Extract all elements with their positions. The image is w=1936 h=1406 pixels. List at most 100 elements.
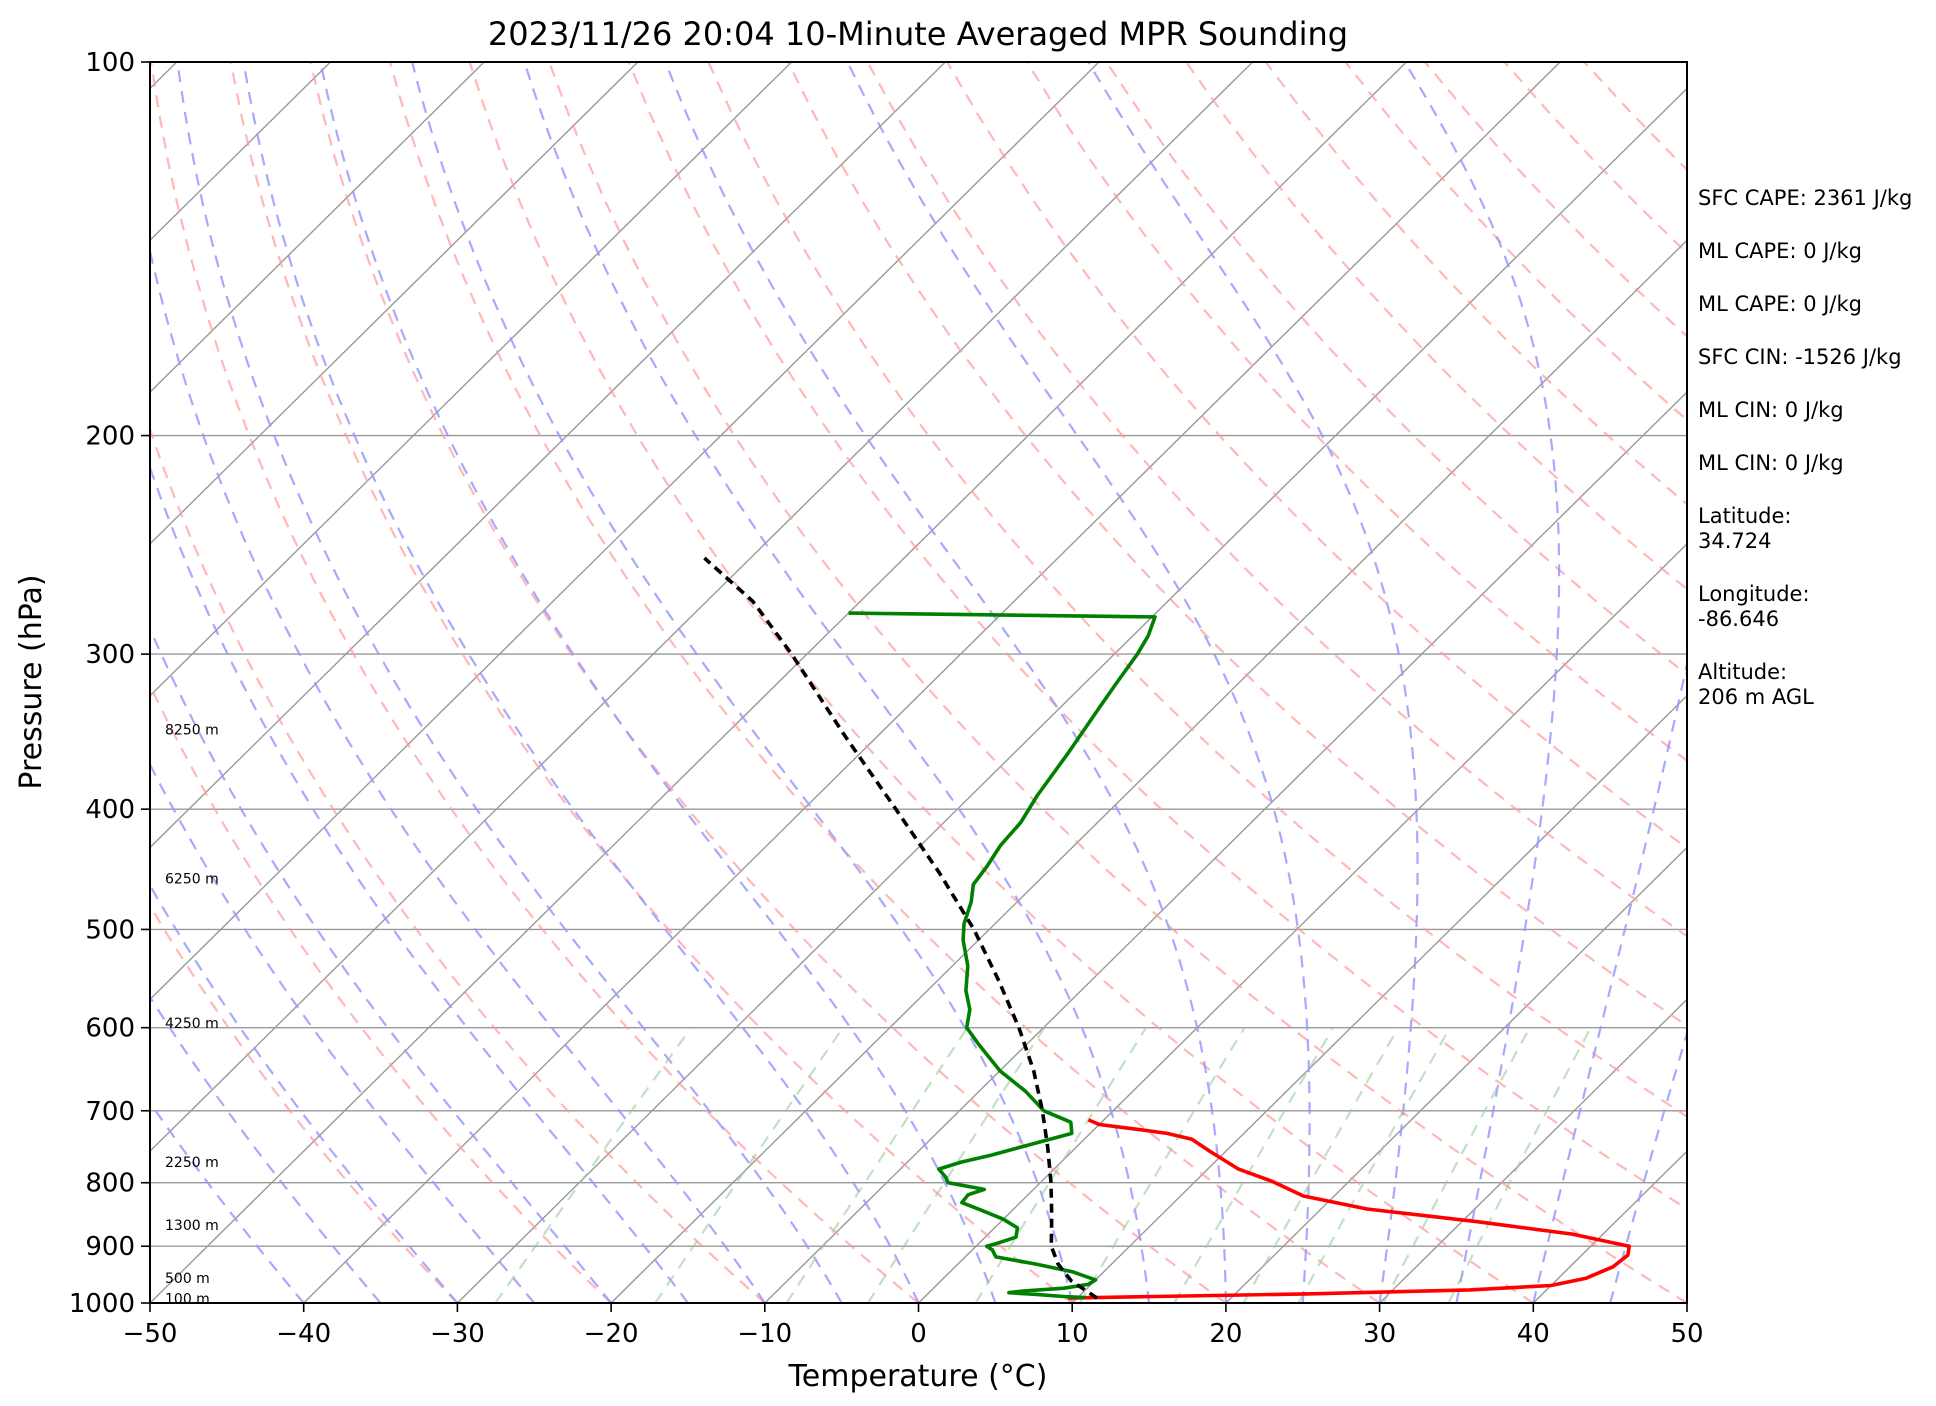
- dry-adiabat-line: [150, 682, 612, 1303]
- dry-adiabat-line: [866, 62, 1687, 938]
- sfc-cape-label: SFC CAPE: 2361 J/kg: [1698, 186, 1913, 210]
- moist-adiabat-line: [523, 62, 1151, 1303]
- y-tick-label: 800: [85, 1169, 135, 1199]
- dry-adiabat-line: [946, 62, 1687, 850]
- moist-adiabat-line: [176, 62, 843, 1303]
- x-tick-label: 0: [910, 1319, 927, 1349]
- isotherm-line: [150, 62, 331, 242]
- dry-adiabat-line: [787, 62, 1687, 1028]
- y-tick-label: 600: [85, 1014, 135, 1044]
- x-tick-label: −30: [430, 1319, 485, 1349]
- moist-adiabat-line: [846, 62, 1311, 1303]
- dry-adiabat-line: [229, 62, 1073, 1303]
- moist-adiabat-line: [150, 995, 382, 1303]
- dry-adiabat-line: [627, 62, 1687, 1211]
- dewpoint-trace: [848, 611, 1157, 1300]
- dry-adiabat-line: [1025, 62, 1687, 763]
- longitude-label: Longitude: -86.646: [1698, 582, 1810, 631]
- x-tick-label: −40: [276, 1319, 331, 1349]
- height-label: 6250 m: [165, 872, 219, 888]
- grid-layer: [150, 62, 1687, 1303]
- x-tick-label: 40: [1517, 1319, 1550, 1349]
- mixing-ratio-line: [867, 1027, 1046, 1303]
- dry-adiabat-line: [468, 62, 1534, 1303]
- isotherm-line: [610, 239, 1687, 1303]
- mixing-ratio-line: [974, 1027, 1148, 1303]
- sounding-parameters-panel: SFC CAPE: 2361 J/kg ML CAPE: 0 J/kg ML C…: [1698, 186, 1934, 738]
- y-tick-label: 200: [85, 422, 135, 452]
- isotherm-line: [150, 62, 1100, 1001]
- dry-adiabat-line: [707, 62, 1687, 1119]
- background-lines: [150, 62, 1687, 1303]
- height-label: 500 m: [165, 1271, 210, 1287]
- isotherm-line: [150, 62, 1407, 1303]
- x-tick-label: 30: [1363, 1319, 1396, 1349]
- parcel-profile-trace: [703, 556, 1099, 1300]
- x-axis-label: Temperature (°C): [788, 1359, 1048, 1394]
- isotherm-line: [150, 62, 485, 394]
- series-layer: [703, 556, 1631, 1300]
- mixing-ratio-line: [1242, 1027, 1400, 1303]
- isotherm-line: [918, 542, 1687, 1303]
- x-tick-label: 10: [1056, 1319, 1089, 1349]
- y-tick-label: 400: [85, 795, 135, 825]
- height-label: 8250 m: [165, 722, 219, 738]
- isotherm-line: [303, 62, 1561, 1303]
- height-label: 100 m: [165, 1292, 210, 1308]
- temperature-trace: [1067, 1118, 1631, 1300]
- moist-adiabat-line: [1403, 62, 1561, 1303]
- x-tick-label: −10: [737, 1319, 792, 1349]
- moist-adiabat-line: [150, 464, 689, 1303]
- height-label: 4250 m: [165, 1016, 219, 1032]
- moist-adiabat-line: [1609, 1029, 1687, 1303]
- mixing-ratio-line: [1079, 1027, 1246, 1303]
- latitude-label: Latitude: 34.724: [1698, 504, 1792, 553]
- x-tick-label: −50: [123, 1319, 178, 1349]
- mixing-ratio-line: [785, 1027, 969, 1303]
- dry-adiabat-line: [150, 62, 920, 1303]
- moist-adiabat-line: [150, 883, 459, 1303]
- y-tick-label: 300: [85, 640, 135, 670]
- y-tick-label: 500: [85, 915, 135, 945]
- y-tick-label: 700: [85, 1097, 135, 1127]
- dry-adiabat-line: [150, 903, 459, 1303]
- x-tick-label: 50: [1670, 1319, 1703, 1349]
- isotherm-line: [1379, 998, 1687, 1303]
- mixing-ratio-line: [1382, 1027, 1531, 1303]
- dry-adiabat-line: [548, 62, 1687, 1303]
- isotherm-line: [1071, 694, 1687, 1303]
- moist-adiabat-line: [319, 62, 997, 1303]
- moist-adiabat-line: [150, 246, 766, 1303]
- moist-adiabat-line: [150, 626, 612, 1303]
- isotherm-line: [764, 391, 1687, 1303]
- isotherm-line: [150, 62, 1254, 1153]
- mixing-ratio-line: [654, 1027, 844, 1303]
- isotherm-line: [150, 62, 946, 849]
- y-tick-label: 900: [85, 1232, 135, 1262]
- x-tick-label: −20: [584, 1319, 639, 1349]
- height-labels: 8250 m 6250 m 4250 m 2250 m 1300 m 500 m 100 m: [165, 722, 219, 1307]
- ml-cape-label: ML CAPE: 0 J/kg: [1698, 239, 1863, 263]
- moist-adiabat-line: [242, 62, 920, 1303]
- ml-cape-label-2: ML CAPE: 0 J/kg: [1698, 292, 1863, 316]
- height-label: 1300 m: [165, 1218, 219, 1234]
- moist-adiabat-line: [1532, 658, 1687, 1303]
- mixing-ratio-line: [1297, 1027, 1451, 1303]
- dry-adiabat-line: [150, 425, 766, 1303]
- moist-adiabat-line: [150, 1100, 305, 1303]
- dry-adiabat-line: [1185, 62, 1687, 591]
- isotherm-line: [150, 62, 793, 697]
- moist-adiabat-line: [664, 62, 1227, 1303]
- altitude-label: Altitude: 206 m AGL: [1698, 660, 1814, 709]
- dry-adiabat-line: [309, 62, 1227, 1303]
- chart-title: 2023/11/26 20:04 10-Minute Averaged MPR …: [488, 15, 1348, 53]
- moist-adiabat-line: [1087, 62, 1419, 1303]
- x-axis-ticks: −50 −40 −30 −20 −10 0 10 20 30 40 50: [123, 1303, 1704, 1349]
- dry-adiabat-line: [388, 62, 1381, 1303]
- ml-cin-label-2: ML CIN: 0 J/kg: [1698, 451, 1844, 475]
- height-label: 2250 m: [165, 1155, 219, 1171]
- ml-cin-label: ML CIN: 0 J/kg: [1698, 398, 1844, 422]
- y-tick-label: 100: [85, 48, 135, 78]
- mixing-ratio-line: [494, 1027, 692, 1303]
